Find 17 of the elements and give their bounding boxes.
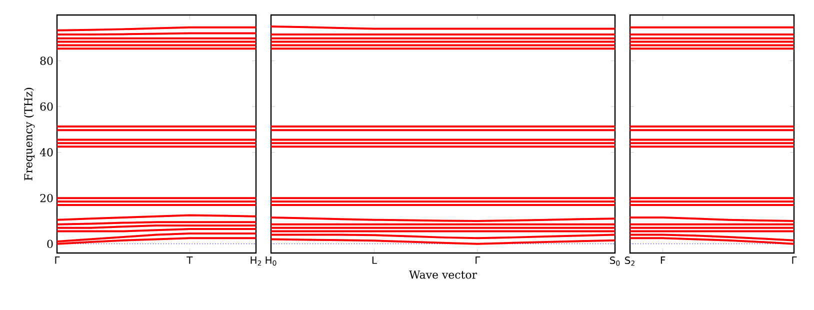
x-tick-label: H$_{2}$ — [250, 256, 262, 266]
x-tick-label: S$_{0}$ — [610, 256, 620, 266]
x-tick-label: F — [660, 256, 666, 264]
y-tick-label: 0 — [47, 240, 53, 248]
x-tick-label: H$_{0}$ — [266, 256, 276, 266]
y-tick-label: 80 — [40, 56, 53, 65]
x-tick-label: L — [372, 256, 377, 264]
x-tick-label: Γ — [792, 256, 797, 264]
x-tick-label: S$_{2}$ — [625, 256, 634, 266]
x-tick-label: Γ — [55, 256, 60, 264]
y-tick-label: 20 — [40, 194, 53, 202]
y-tick-label: 40 — [40, 148, 53, 156]
x-tick-label: T — [186, 256, 193, 264]
y-axis-title: Frequency (THz) — [24, 88, 35, 180]
y-tick-label: 60 — [40, 102, 53, 111]
x-axis-title: Wave vector — [409, 270, 478, 279]
x-tick-label: Γ — [476, 256, 480, 264]
